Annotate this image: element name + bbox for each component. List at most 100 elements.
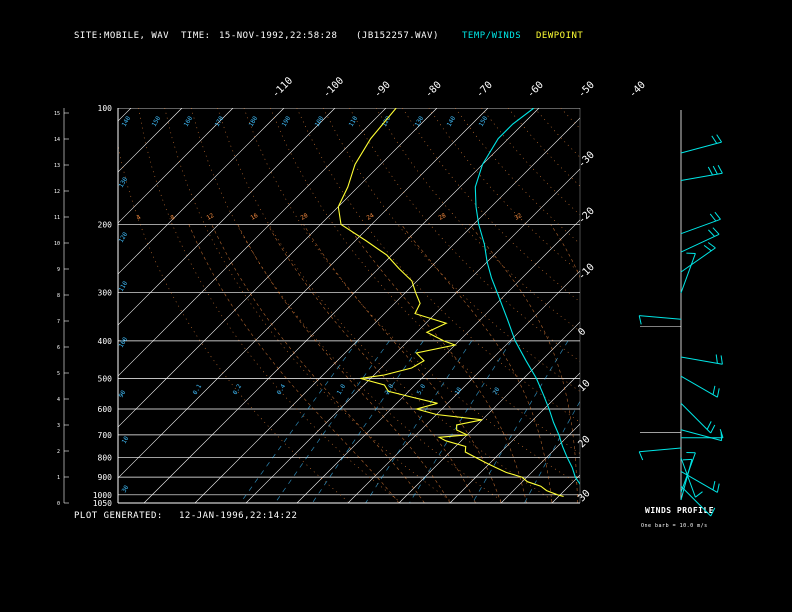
height-tick-label: 9 — [57, 267, 60, 273]
winds-profile-title: WINDS PROFILE — [645, 506, 715, 515]
wind-barb-flag — [710, 507, 716, 517]
isotherm-line — [449, 372, 580, 503]
right-temp-label: -20 — [576, 206, 597, 227]
top-temp-label: -100 — [321, 75, 346, 100]
wind-barb-flag — [682, 458, 692, 461]
wind-barb — [680, 485, 712, 517]
isotherm-line — [0, 108, 80, 503]
pressure-tick-label: 1050 — [93, 499, 112, 508]
isotherm-line — [603, 108, 792, 503]
theta-label: 170 — [214, 115, 226, 128]
dry-adiabat — [270, 108, 580, 454]
theta-low-label: 130 — [118, 176, 130, 189]
height-tick-label: 8 — [57, 293, 60, 299]
wind-barb-flag — [714, 211, 721, 220]
wind-barb — [680, 141, 722, 154]
wind-barb-flag — [709, 213, 717, 222]
wind-barb — [680, 375, 718, 398]
wind-barb — [680, 471, 718, 493]
series-layer — [337, 108, 580, 498]
pressure-tick-label: 700 — [98, 431, 113, 440]
height-tick-label: 14 — [54, 137, 60, 143]
mixing-ratio-label: 0.1 — [192, 383, 204, 396]
moist-adiabat — [267, 224, 476, 503]
theta-label: 110 — [348, 115, 360, 128]
wind-barb-flag — [638, 451, 644, 461]
right-temp-label: -10 — [576, 262, 597, 283]
wind-barb — [680, 457, 696, 498]
dry-adiabat — [666, 108, 792, 501]
height-tick-label: 12 — [54, 189, 60, 195]
top-temp-label: -50 — [576, 80, 597, 101]
moist-adiabat — [188, 224, 400, 503]
height-tick-label: 10 — [54, 241, 60, 247]
isotherm-line — [118, 108, 387, 377]
dry-adiabat — [454, 108, 580, 245]
top-temp-label: -80 — [423, 80, 444, 101]
mixing-ratio-line — [312, 340, 424, 503]
theta-low-label: 120 — [118, 231, 130, 244]
site-label: SITE: — [74, 31, 104, 41]
theta-label: 190 — [281, 115, 293, 128]
wind-barb-flag — [706, 421, 712, 430]
wind-barb-flag — [716, 388, 720, 398]
height-tick-label: 13 — [54, 163, 60, 169]
mixing-ratio-line — [365, 340, 472, 503]
dry-adiabat — [138, 108, 400, 502]
height-tick-label: 11 — [54, 215, 60, 221]
mixing-ratio-label: 0.4 — [276, 383, 288, 396]
mixing-ratio-label: 1.0 — [336, 383, 348, 396]
theta-low-label: 100 — [118, 336, 130, 349]
wind-barb-flag — [719, 429, 724, 438]
moist-adiabat — [629, 224, 643, 503]
mixing-ratio-line — [524, 400, 580, 503]
moist-adiabat-label: 28 — [438, 212, 448, 222]
isotherm-line — [118, 108, 489, 479]
wind-barb-flag — [703, 244, 712, 252]
dry-adiabat — [560, 108, 580, 130]
theta-label: 160 — [183, 115, 195, 128]
wind-barb-flag — [716, 483, 720, 493]
isotherm-line — [194, 117, 580, 503]
dry-adiabat — [322, 108, 580, 392]
top-temp-label: -40 — [627, 80, 648, 101]
moist-adiabat — [550, 224, 580, 279]
wind-barb-flag — [715, 354, 718, 364]
mixing-ratio-label: 10 — [454, 386, 464, 396]
moist-adiabat — [401, 224, 553, 503]
isotherm-line — [245, 168, 580, 503]
theta-label: 130 — [414, 115, 426, 128]
dewpoint-line — [337, 108, 564, 498]
dry-adiabat — [243, 108, 580, 486]
pressure-tick-label: 200 — [98, 220, 113, 229]
moist-adiabat — [211, 224, 425, 503]
dry-adiabat — [428, 108, 580, 273]
plot-generated-value: 12-JAN-1996,22:14:22 — [179, 511, 298, 521]
wind-barb-flag — [707, 242, 716, 249]
moist-adiabat — [237, 224, 451, 503]
pressure-tick-label: 300 — [98, 289, 113, 298]
dry-adiabat — [693, 108, 792, 501]
isotherm-line — [118, 108, 183, 173]
mixing-ratio-line — [274, 340, 390, 503]
dry-adiabat — [190, 108, 503, 502]
temperature-line — [474, 108, 580, 485]
theta-low-label: 90 — [118, 389, 128, 399]
height-tick-label: 15 — [54, 111, 60, 117]
moist-adiabat-label: 12 — [206, 212, 216, 222]
moist-adiabat-label: 32 — [514, 212, 524, 222]
height-tick-label: 7 — [57, 319, 60, 325]
mixing-ratio-label: 2.0 — [384, 383, 396, 396]
dry-adiabat — [613, 108, 792, 501]
wind-barb — [680, 429, 722, 442]
theta-low-label: 10 — [121, 435, 131, 445]
moist-adiabat-label: 8 — [170, 214, 177, 222]
mixing-ratio-label: 5.0 — [416, 383, 428, 396]
theta-label: 150 — [151, 115, 163, 128]
isotherm-line — [705, 108, 792, 503]
wind-barb — [680, 356, 723, 365]
site-value: MOBILE, WAV — [104, 31, 170, 41]
dry-adiabat — [534, 108, 580, 158]
wind-barb — [680, 402, 712, 434]
height-tick-label: 4 — [57, 397, 60, 403]
